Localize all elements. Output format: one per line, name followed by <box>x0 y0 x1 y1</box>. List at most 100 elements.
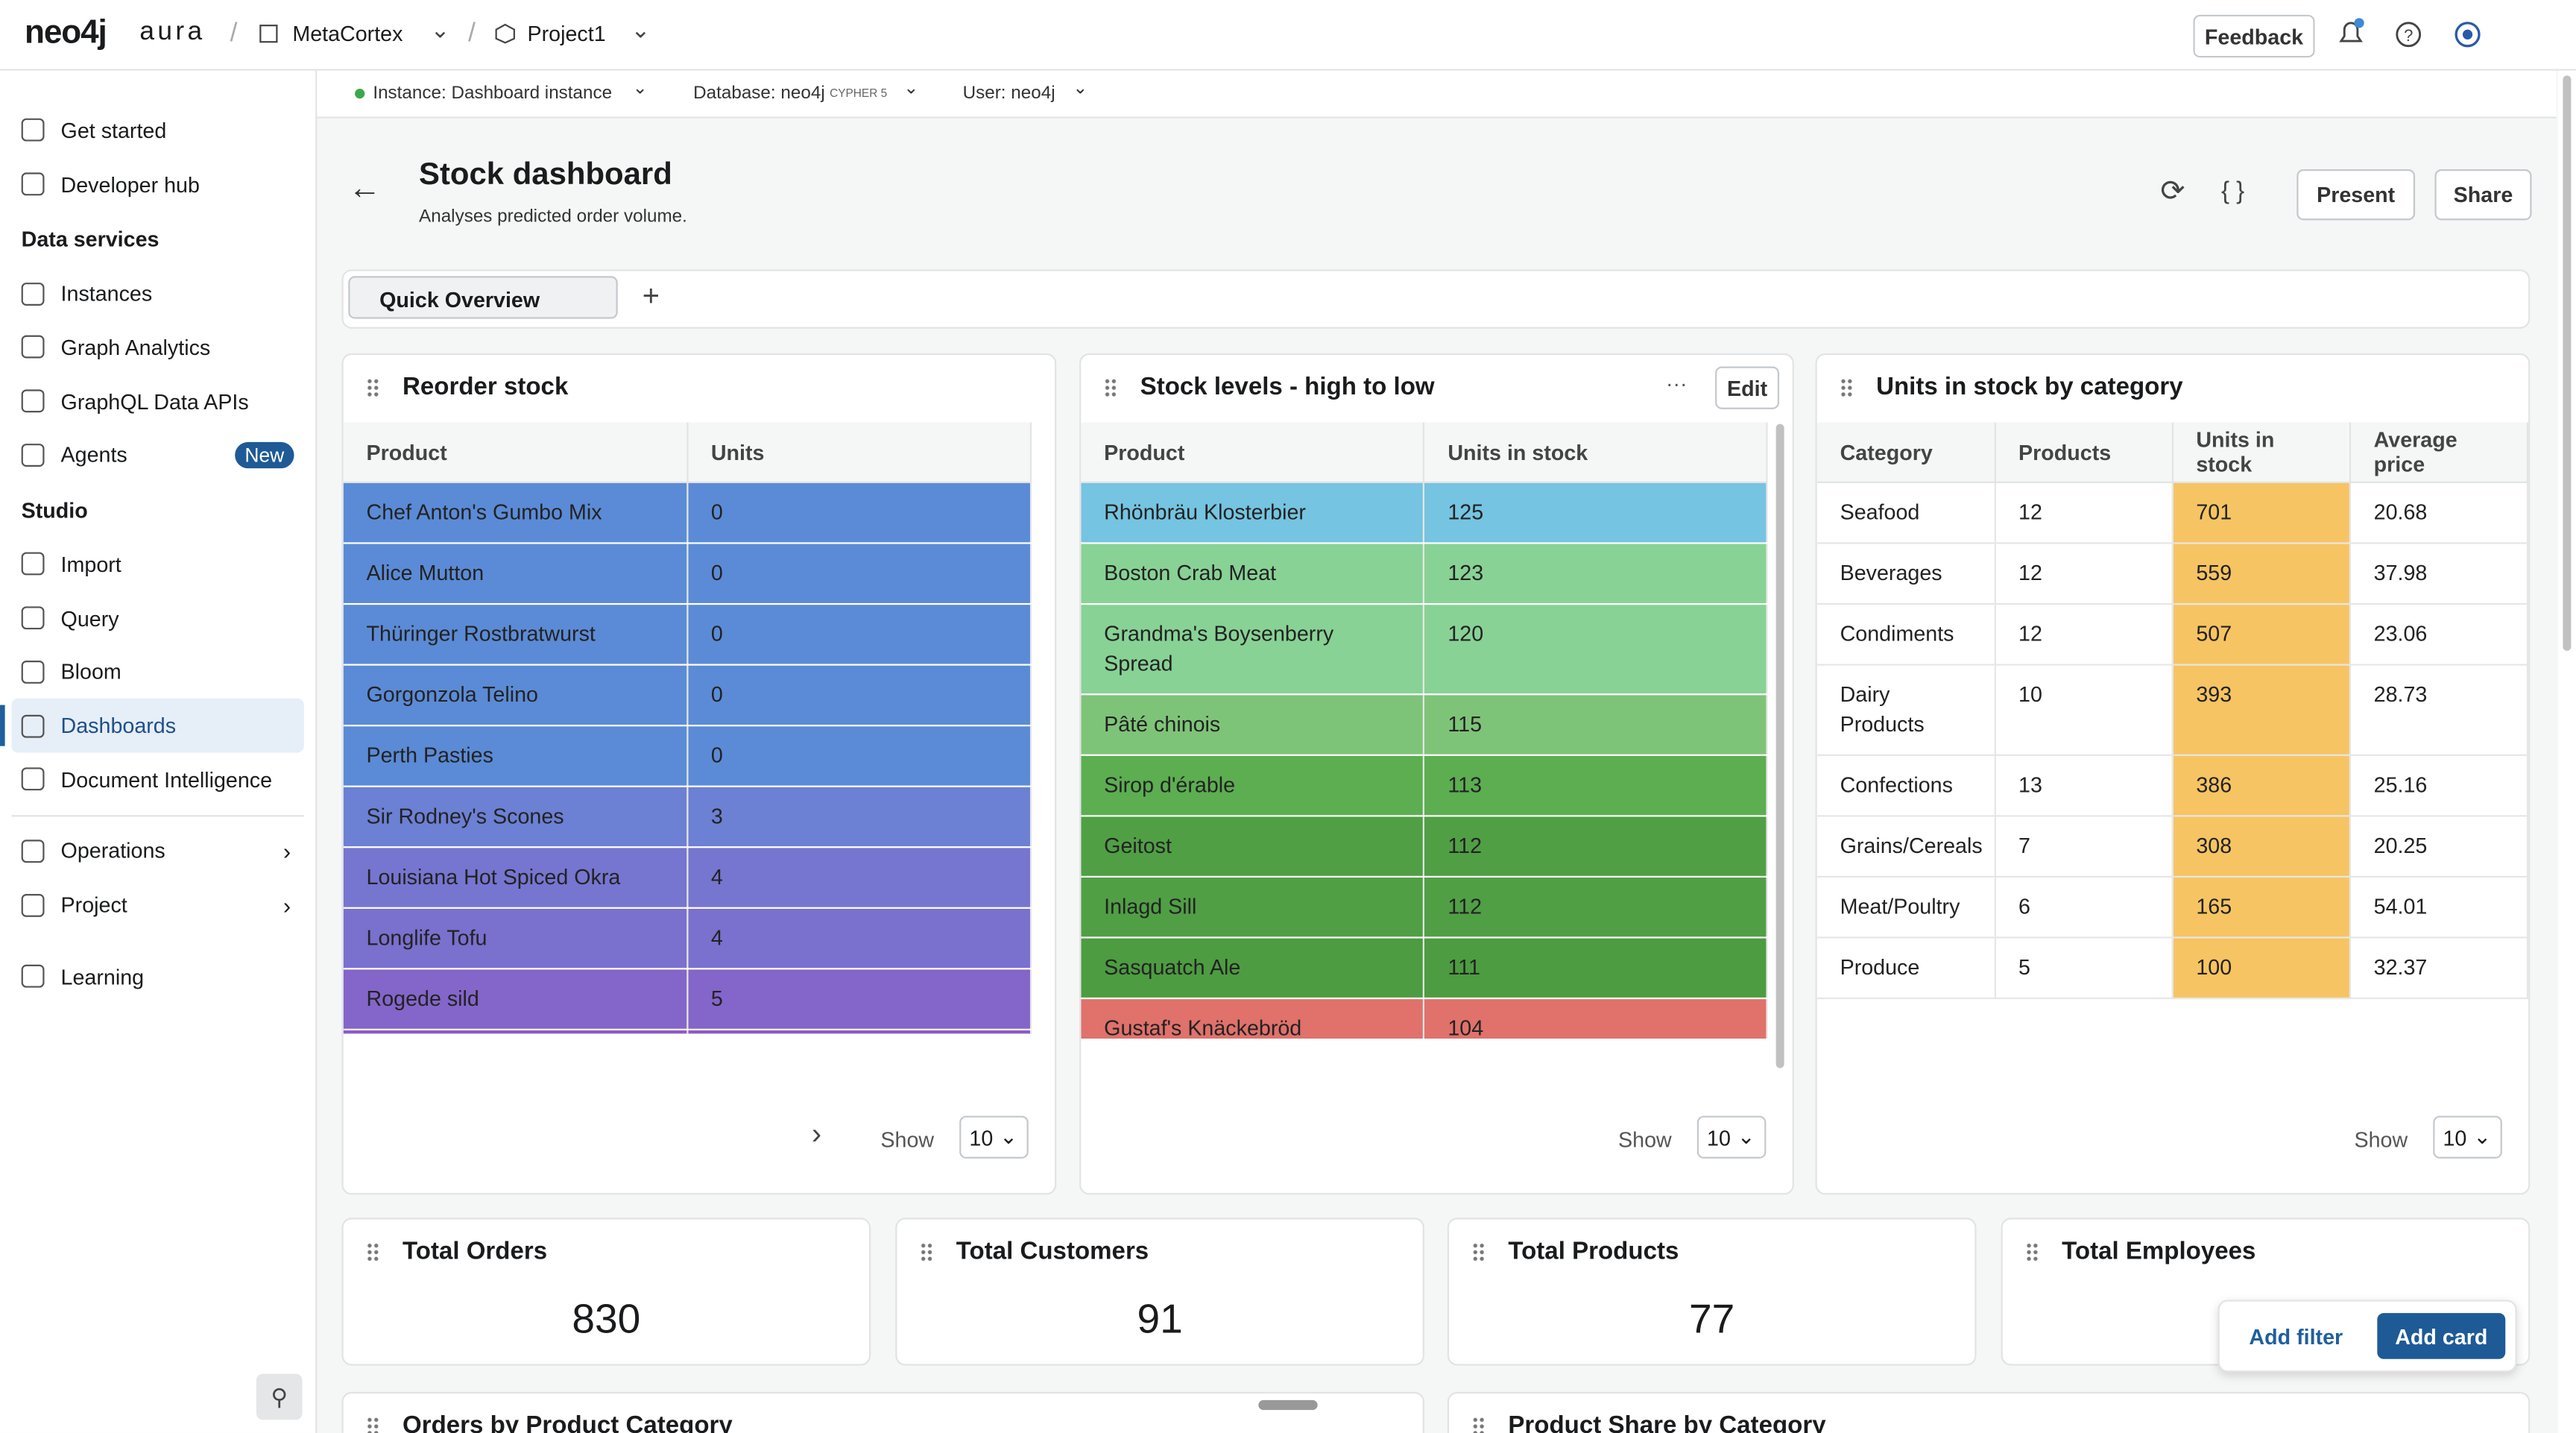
notifications[interactable] <box>2334 18 2367 51</box>
tab[interactable]: Quick Overview <box>348 276 618 319</box>
nav-item[interactable]: Developer hub <box>11 157 303 211</box>
table-cell: 0 <box>686 604 1032 666</box>
nav-item[interactable]: Document Intelligence <box>11 752 303 806</box>
nav-label: Graph Analytics <box>60 335 211 360</box>
drag-handle[interactable] <box>920 1242 933 1262</box>
page-size-select[interactable]: 10 ⌄ <box>2433 1115 2502 1159</box>
card-title: Reorder stock <box>402 373 569 401</box>
column-header[interactable]: Products <box>1995 422 2174 483</box>
column-header[interactable]: Units in stock <box>1424 422 1768 483</box>
chevron[interactable]: › <box>282 891 291 919</box>
chevron[interactable]: ⌄ <box>631 16 651 43</box>
drag-handle[interactable] <box>1840 377 1854 398</box>
table-cell: Louisiana Hot Spiced Okra <box>343 847 688 909</box>
drag-handle[interactable] <box>1471 1416 1486 1433</box>
table-cell: Confections <box>1816 755 1996 817</box>
table-cell: 115 <box>1424 694 1768 756</box>
json-button[interactable]: { } <box>2220 177 2245 206</box>
nav-item[interactable]: Import <box>11 538 303 591</box>
cypher-version: CYPHER 5 <box>830 89 888 101</box>
next-page[interactable]: › <box>811 1117 822 1150</box>
table-cell: Produce <box>1816 937 1996 1000</box>
back-button[interactable]: ← <box>348 171 382 207</box>
page-size-select[interactable]: 10 ⌄ <box>959 1115 1029 1159</box>
drag-handle[interactable] <box>1104 377 1117 398</box>
chevron[interactable]: ⌄ <box>903 78 919 99</box>
chevron[interactable]: › <box>282 837 291 865</box>
instance-selector[interactable]: Instance: Dashboard instance <box>373 84 613 104</box>
help[interactable]: ? <box>2393 18 2426 51</box>
card-title: Total Products <box>1508 1237 1679 1266</box>
pin-button[interactable]: ⚲ <box>256 1373 303 1420</box>
table-row: Gustaf's Knäckebröd 104 <box>1081 998 1768 1039</box>
column-header[interactable]: Units in stock <box>2172 422 2351 483</box>
nav-item[interactable]: Learning <box>11 950 303 1004</box>
column-header[interactable]: Product <box>343 422 688 483</box>
table-cell: 6 <box>686 1029 1032 1034</box>
nav-item[interactable]: Agents New <box>11 428 303 482</box>
nav-label: Developer hub <box>60 171 200 197</box>
refresh-button[interactable]: ⟳ <box>2160 174 2185 207</box>
column-header[interactable]: Units <box>686 422 1032 483</box>
table-row: Sasquatch Ale 111 <box>1081 937 1768 1000</box>
nav: Get started Developer hub Data services Ins… <box>0 104 315 1004</box>
nav-item[interactable]: Query <box>11 591 303 645</box>
table-row: Confections 13 386 25.16 <box>1816 755 2529 817</box>
chevron[interactable]: ⌄ <box>430 16 450 43</box>
drag-handle[interactable] <box>366 1416 380 1433</box>
nav-item[interactable]: Get started <box>11 104 303 157</box>
nav-label: Query <box>60 605 119 631</box>
nav-item[interactable]: Project › <box>11 878 303 932</box>
nav-item[interactable]: Bloom <box>11 645 303 699</box>
card-title: Orders by Product Category <box>402 1411 733 1433</box>
table-row: Grains/Cereals 7 308 20.25 <box>1816 816 2529 878</box>
nav-item[interactable]: Dashboards <box>0 699 304 753</box>
project-switcher[interactable]: Project1 <box>527 21 606 46</box>
table-cell: 54.01 <box>2349 876 2529 939</box>
drag-handle[interactable] <box>366 377 380 398</box>
nav-item[interactable]: Graph Analytics <box>11 321 303 374</box>
table-cell: 5 <box>686 969 1032 1030</box>
table-cell: 125 <box>1424 482 1768 544</box>
chevron[interactable]: ⌄ <box>1073 78 1088 99</box>
header-row: Product Units in stock <box>1081 422 1768 483</box>
table-row: Produce 5 100 32.37 <box>1816 937 2529 1000</box>
edit-button[interactable]: Edit <box>1715 366 1780 409</box>
column-header[interactable]: Product <box>1081 422 1425 483</box>
add-tab[interactable]: + <box>642 279 660 312</box>
table-card: Units in stock by category Category Produc… <box>1815 353 2531 1195</box>
chevron[interactable]: ⌄ <box>632 78 648 99</box>
table-row: Thüringer Rostbratwurst 0 <box>343 604 1032 666</box>
header-row: Product Units <box>343 422 1032 483</box>
add-filter-button[interactable]: Add filter <box>2249 1324 2343 1349</box>
page-size-select[interactable]: 10 ⌄ <box>1696 1115 1767 1159</box>
scroll-indicator <box>1258 1399 1318 1411</box>
account[interactable] <box>2453 18 2486 51</box>
table-cell: 3 <box>686 786 1032 848</box>
scroll-thumb[interactable] <box>2563 75 2572 651</box>
table-cell: 111 <box>1424 937 1768 1000</box>
user-selector[interactable]: User: neo4j <box>962 84 1055 104</box>
nav-heading: Studio <box>21 497 88 523</box>
add-card-button[interactable]: Add card <box>2377 1313 2506 1359</box>
drag-handle[interactable] <box>366 1242 380 1262</box>
drag-handle[interactable] <box>2025 1242 2039 1262</box>
active-indicator <box>0 705 5 747</box>
table-cell: Sasquatch Ale <box>1081 937 1425 1000</box>
column-header[interactable]: Average price <box>2349 422 2529 483</box>
org-switcher[interactable]: MetaCortex <box>292 21 403 46</box>
table-cell: 386 <box>2172 755 2351 817</box>
table-cell: 32.37 <box>2349 937 2529 1000</box>
feedback-button[interactable]: Feedback <box>2193 14 2315 58</box>
table-cell: 507 <box>2172 604 2351 666</box>
nav-item[interactable]: Instances <box>11 267 303 321</box>
nav-item[interactable]: Operations › <box>11 824 303 878</box>
database-selector[interactable]: Database: neo4j <box>693 84 825 104</box>
drag-handle[interactable] <box>1471 1242 1486 1262</box>
logo[interactable]: neo4j <box>25 14 107 51</box>
nav-item[interactable]: GraphQL Data APIs <box>11 374 303 428</box>
more-menu[interactable]: ··· <box>1665 371 1688 397</box>
action-button[interactable]: Present <box>2296 169 2416 221</box>
action-button[interactable]: Share <box>2434 169 2532 221</box>
column-header[interactable]: Category <box>1816 422 1996 483</box>
